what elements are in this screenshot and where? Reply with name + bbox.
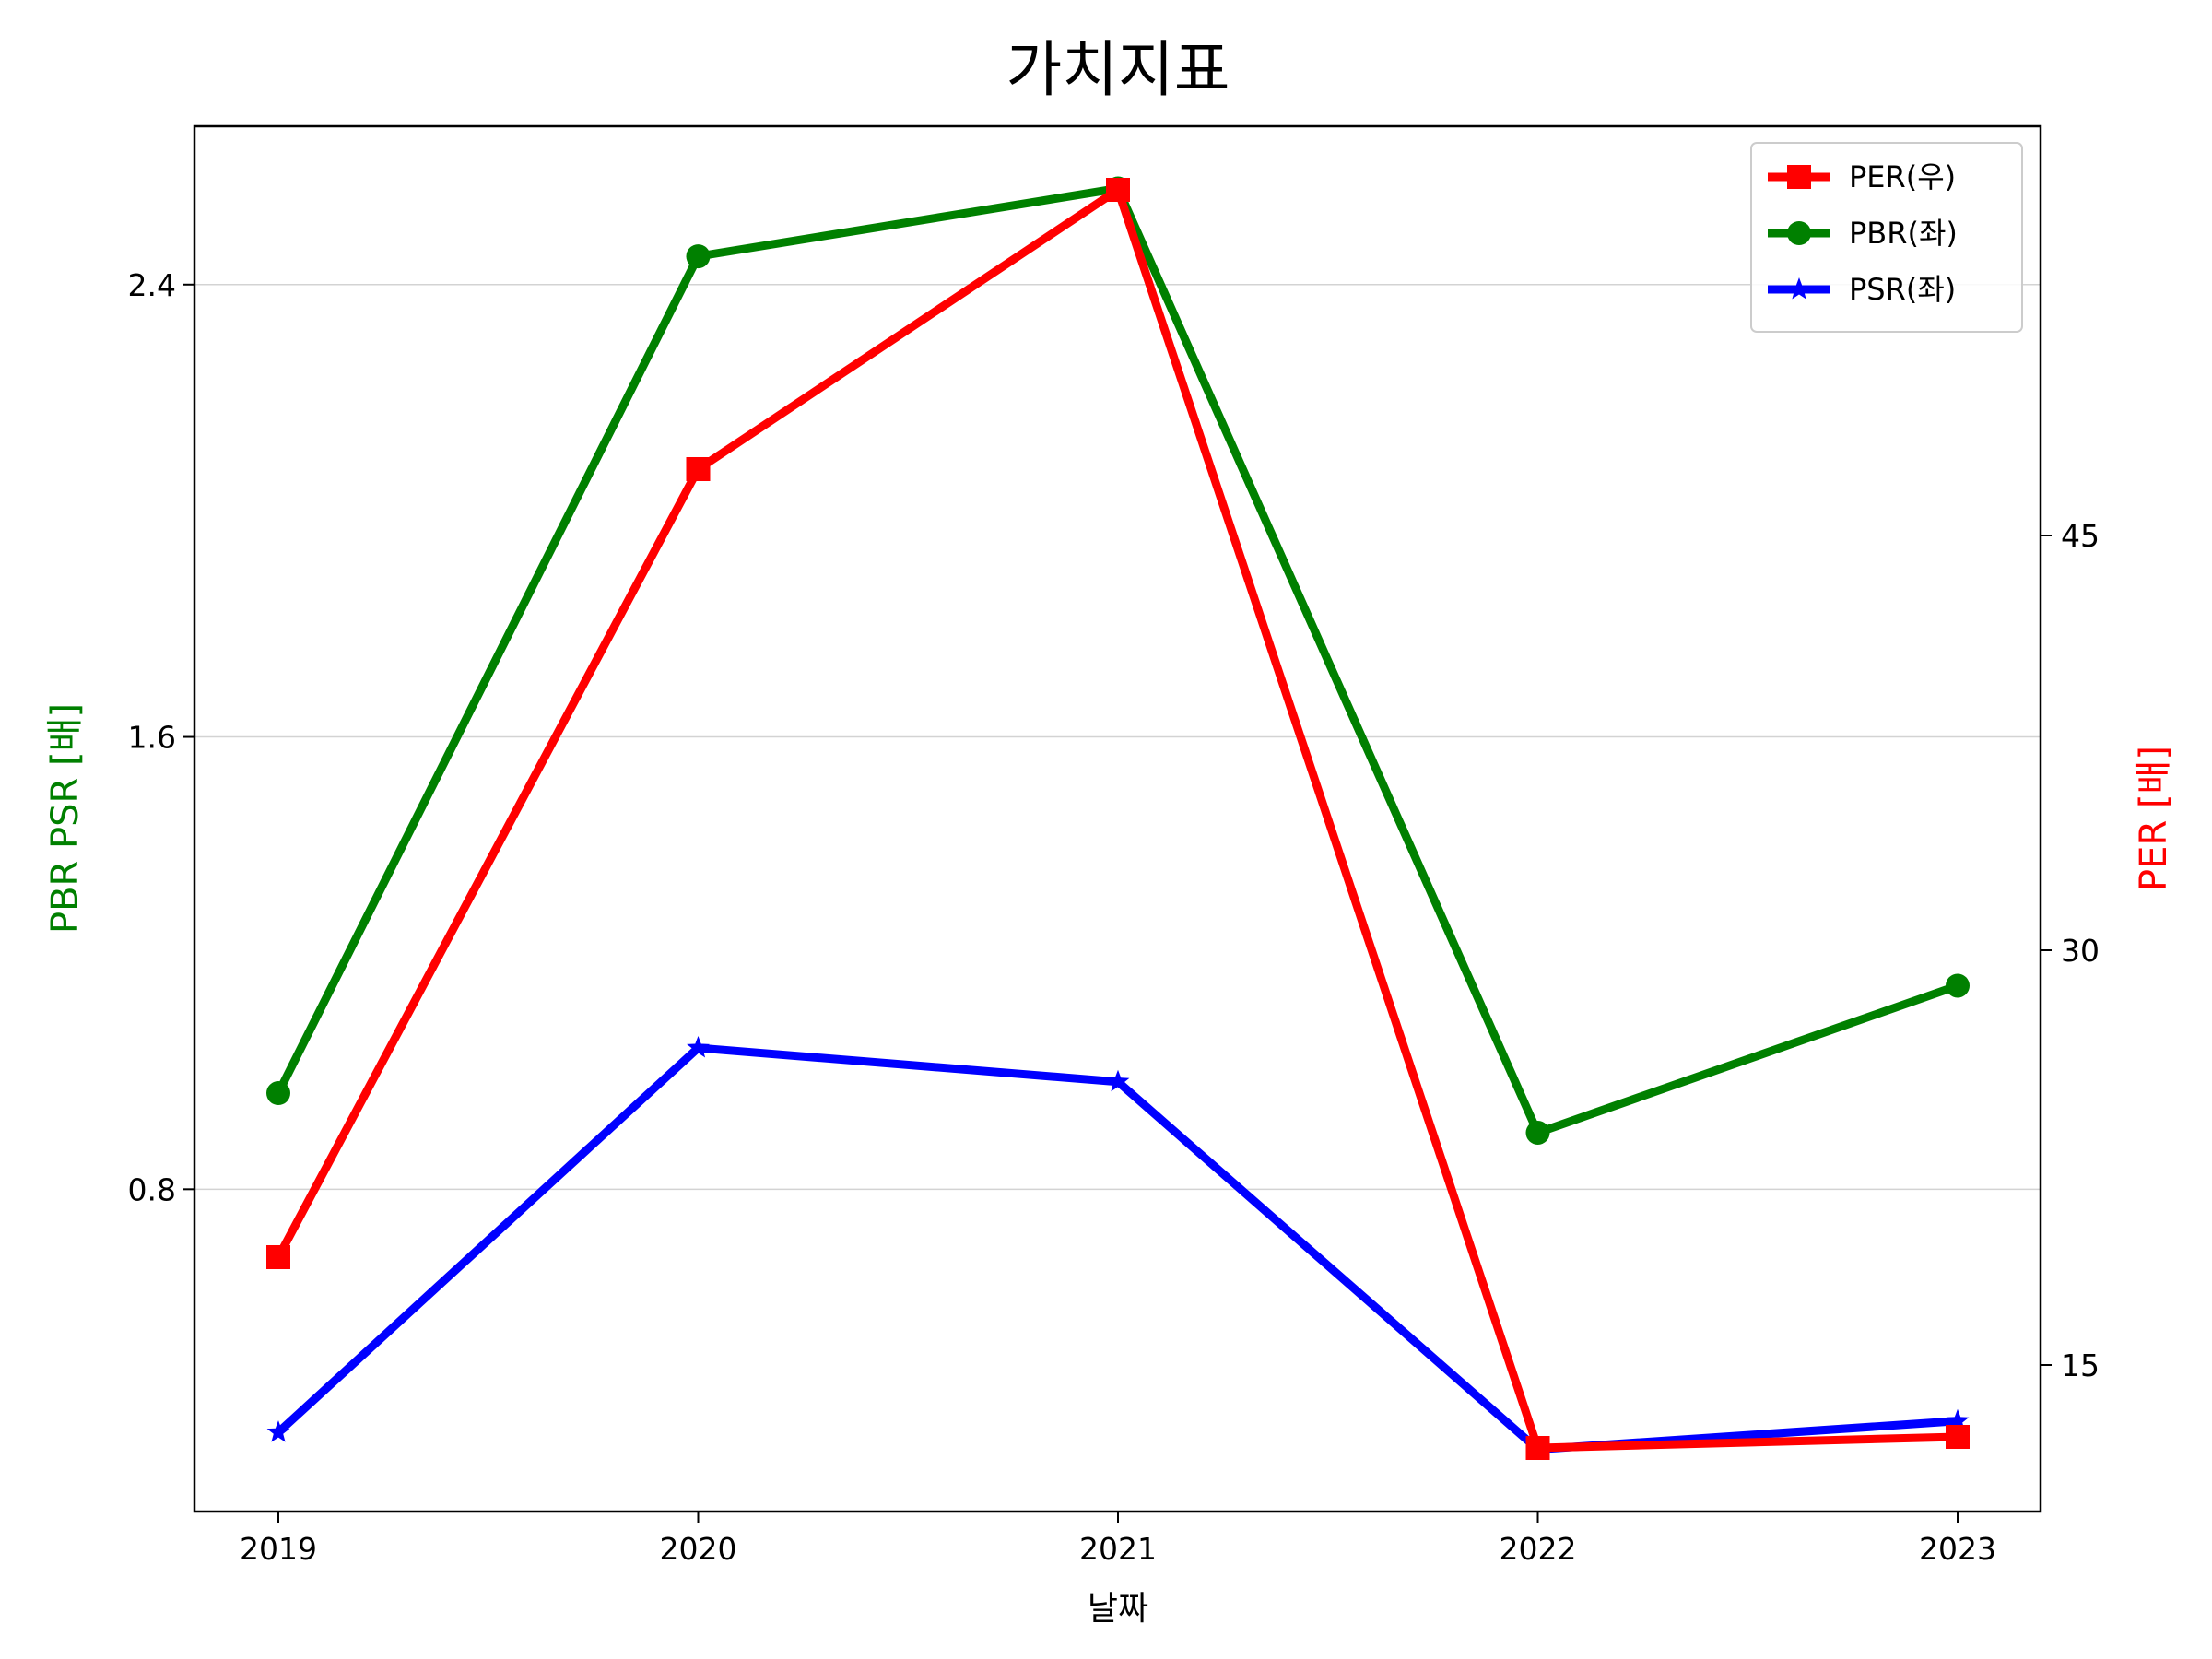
x-tick-label: 2022: [1500, 1531, 1577, 1567]
legend: PER(우) PBR(좌) PSR(좌): [1750, 142, 2023, 333]
data-point: [1946, 973, 1970, 998]
left-tick-label: 2.4: [128, 267, 176, 303]
grid-lines: [194, 284, 2041, 1191]
right-y-axis-label: PER [배]: [2133, 746, 2175, 891]
data-point: [1946, 1425, 1970, 1449]
left-tick-label: 1.6: [128, 720, 176, 756]
data-point: [1525, 1436, 1550, 1460]
right-tick-label: 30: [2061, 933, 2100, 969]
series-PER(우): [266, 178, 1970, 1460]
x-tick-label: 2020: [660, 1531, 737, 1567]
legend-marker: [1787, 221, 1811, 245]
series-line: [275, 1043, 1959, 1453]
data-point: [686, 244, 711, 269]
legend-entry: PBR(좌): [1768, 216, 1958, 251]
right-tick-label: 15: [2061, 1347, 2100, 1383]
data-point: [266, 1420, 290, 1442]
plot-frame: [193, 124, 2042, 1513]
series-line: [275, 185, 1959, 1453]
series-PSR(좌): [266, 1036, 1970, 1459]
series-PBR(좌): [266, 176, 1970, 1145]
chart-title: 가치지표: [1006, 34, 1230, 105]
legend-entry: PER(우): [1768, 159, 1956, 194]
left-y-axis-label: PBR PSR [배]: [44, 703, 87, 934]
x-tick-label: 2021: [1079, 1531, 1157, 1567]
x-axis: 2019 2020 2021 2022 2023: [240, 1512, 1996, 1567]
legend-marker: [1787, 165, 1811, 189]
left-tick-label: 0.8: [128, 1171, 176, 1207]
data-point: [1106, 1069, 1130, 1092]
data-point: [1946, 1408, 1970, 1431]
legend-entry: PSR(좌): [1768, 272, 1956, 307]
series-line: [274, 184, 1959, 1137]
left-y-axis: 0.8 1.6 2.4: [128, 267, 194, 1207]
data-point: [1525, 1120, 1550, 1145]
data-point: [1106, 178, 1130, 202]
data-point: [687, 1036, 710, 1058]
x-tick-label: 2019: [240, 1531, 317, 1567]
legend-label: PSR(좌): [1849, 272, 1956, 307]
right-y-axis: 15 30 45: [2041, 518, 2100, 1383]
x-axis-label: 날짜: [1088, 1590, 1148, 1628]
x-tick-label: 2023: [1919, 1531, 1996, 1567]
data-point: [266, 1245, 290, 1269]
data-point: [266, 1081, 290, 1106]
data-point: [686, 457, 711, 481]
right-tick-label: 45: [2061, 518, 2100, 554]
legend-box: [1750, 142, 2023, 333]
legend-label: PER(우): [1849, 159, 1956, 194]
series-layer: [266, 176, 1970, 1460]
legend-label: PBR(좌): [1849, 216, 1958, 251]
legend-marker: [1787, 277, 1811, 300]
